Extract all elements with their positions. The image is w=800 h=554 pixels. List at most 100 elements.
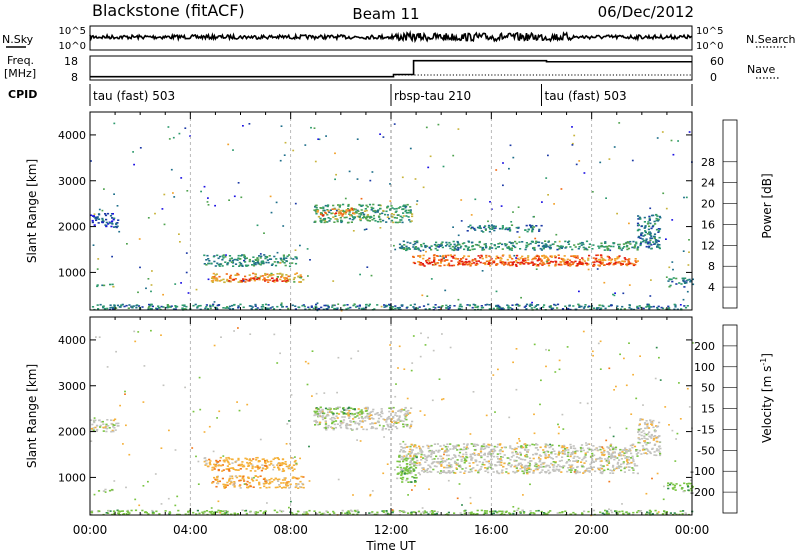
data-cell — [280, 510, 283, 513]
data-cell — [515, 467, 518, 470]
data-cell — [410, 472, 413, 474]
data-cell — [334, 426, 337, 429]
data-cell — [429, 445, 432, 448]
data-cell — [473, 227, 476, 230]
data-cell — [580, 305, 583, 308]
data-cell — [567, 467, 570, 469]
data-cell — [360, 420, 363, 423]
data-cell — [610, 261, 613, 264]
data-cell — [521, 255, 524, 258]
data-cell — [465, 261, 468, 264]
data-cell — [107, 510, 110, 512]
data-cell — [96, 268, 99, 270]
data-cell — [655, 241, 658, 243]
data-cell — [522, 494, 524, 496]
data-cell — [549, 244, 552, 247]
data-cell — [326, 426, 330, 429]
data-cell — [541, 263, 544, 266]
data-cell — [441, 447, 444, 450]
data-cell — [239, 468, 242, 470]
data-cell — [465, 453, 468, 456]
data-cell — [587, 467, 590, 469]
data-cell — [405, 307, 408, 309]
data-cell — [539, 247, 542, 250]
data-cell — [331, 306, 334, 308]
data-cell — [324, 421, 327, 423]
data-cell — [647, 228, 650, 231]
data-cell — [581, 242, 584, 244]
data-cell — [382, 425, 385, 427]
data-cell — [398, 345, 401, 348]
data-cell — [107, 512, 110, 514]
data-cell — [104, 214, 108, 217]
data-cell — [282, 225, 285, 227]
data-cell — [547, 454, 550, 456]
data-cell — [306, 248, 309, 250]
data-cell — [203, 185, 206, 188]
data-cell — [251, 264, 254, 266]
data-cell — [471, 453, 474, 455]
data-cell — [439, 470, 443, 472]
data-cell — [278, 464, 282, 467]
data-cell — [355, 428, 358, 431]
data-cell — [557, 464, 560, 466]
data-cell — [643, 437, 646, 439]
data-cell — [406, 468, 409, 471]
data-cell — [582, 457, 585, 460]
power-scatter — [90, 122, 695, 312]
data-cell — [347, 414, 350, 416]
data-cell — [648, 225, 651, 228]
data-cell — [461, 468, 464, 470]
data-cell — [293, 461, 296, 463]
data-cell — [237, 305, 240, 307]
data-cell — [535, 443, 538, 445]
data-cell — [636, 455, 639, 457]
data-cell — [463, 512, 466, 515]
data-cell — [275, 201, 278, 204]
data-cell — [446, 259, 449, 261]
data-cell — [326, 221, 329, 223]
data-cell — [425, 261, 428, 264]
data-cell — [401, 478, 404, 481]
data-cell — [466, 249, 470, 251]
data-cell — [608, 245, 611, 247]
data-cell — [544, 451, 547, 453]
data-cell — [530, 460, 533, 462]
data-cell — [569, 246, 572, 248]
data-cell — [649, 421, 652, 423]
data-cell — [405, 245, 408, 248]
data-cell — [500, 307, 504, 310]
data-cell — [540, 260, 543, 263]
data-cell — [96, 217, 99, 220]
data-cell — [150, 329, 152, 332]
data-cell — [203, 510, 206, 513]
data-cell — [371, 422, 374, 424]
data-cell — [645, 513, 648, 515]
data-cell — [411, 476, 414, 478]
data-cell — [600, 457, 603, 460]
data-cell — [557, 257, 561, 259]
data-cell — [479, 256, 482, 259]
data-cell — [346, 513, 349, 516]
data-cell — [476, 454, 479, 456]
data-cell — [582, 330, 585, 333]
data-cell — [250, 305, 253, 307]
data-cell — [515, 466, 518, 469]
data-cell — [272, 458, 275, 461]
data-cell — [206, 465, 209, 468]
data-cell — [90, 214, 93, 217]
data-cell — [327, 204, 330, 206]
power-cbar-label: Power [dB] — [760, 173, 774, 238]
data-cell — [366, 415, 369, 417]
data-cell — [509, 307, 512, 309]
data-cell — [239, 279, 242, 282]
data-cell — [423, 454, 426, 456]
data-cell — [503, 446, 506, 448]
data-cell — [151, 305, 154, 308]
data-cell — [466, 263, 469, 266]
data-cell — [233, 330, 235, 332]
data-cell — [455, 468, 458, 470]
data-cell — [198, 376, 201, 379]
data-cell — [453, 243, 456, 246]
data-cell — [463, 242, 466, 244]
